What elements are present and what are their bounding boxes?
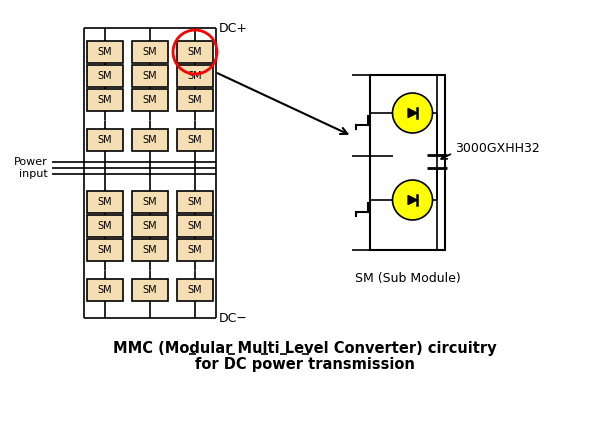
Text: SM: SM [143,197,157,207]
Bar [177,89,213,111]
Bar [87,239,123,261]
Bar [132,279,168,301]
Text: SM: SM [98,47,112,57]
Bar [177,129,213,151]
Bar [177,239,213,261]
Bar [132,65,168,87]
Bar [177,41,213,63]
Bar [132,191,168,213]
Bar [87,65,123,87]
Bar [87,89,123,111]
Text: SM: SM [98,245,112,255]
Text: MMC (Modular Multi Level Converter) circuitry: MMC (Modular Multi Level Converter) circ… [113,340,497,356]
Text: DC−: DC− [219,311,248,324]
Bar [87,41,123,63]
Text: SM: SM [98,135,112,145]
Text: SM: SM [98,197,112,207]
Text: SM: SM [143,95,157,105]
Text: SM: SM [98,221,112,231]
Text: for DC power transmission: for DC power transmission [195,358,415,372]
Text: SM: SM [143,71,157,81]
Text: SM: SM [143,285,157,295]
Text: SM: SM [98,285,112,295]
Text: Power
input: Power input [14,157,48,179]
Text: SM: SM [188,47,203,57]
Circle shape [392,93,432,133]
Bar [87,279,123,301]
Text: SM (Sub Module): SM (Sub Module) [354,272,461,285]
Text: SM: SM [98,95,112,105]
Bar [132,89,168,111]
Bar [177,191,213,213]
Text: SM: SM [143,135,157,145]
Bar [132,239,168,261]
Text: SM: SM [188,221,203,231]
Text: SM: SM [143,221,157,231]
Text: SM: SM [188,197,203,207]
Bar [132,129,168,151]
Bar [87,129,123,151]
Bar [177,279,213,301]
Text: DC+: DC+ [219,22,248,35]
Text: SM: SM [98,71,112,81]
Text: SM: SM [143,47,157,57]
Bar [132,215,168,237]
Text: SM: SM [188,135,203,145]
Text: SM: SM [188,285,203,295]
Bar [132,41,168,63]
Bar [87,191,123,213]
Polygon shape [408,196,417,204]
Bar [370,75,445,250]
Text: SM: SM [188,245,203,255]
Text: SM: SM [143,245,157,255]
Text: SM: SM [188,71,203,81]
Bar [177,215,213,237]
Circle shape [392,180,432,220]
Text: SM: SM [188,95,203,105]
Bar [87,215,123,237]
Text: 3000GXHH32: 3000GXHH32 [455,142,540,155]
Bar [177,65,213,87]
Polygon shape [408,108,417,118]
